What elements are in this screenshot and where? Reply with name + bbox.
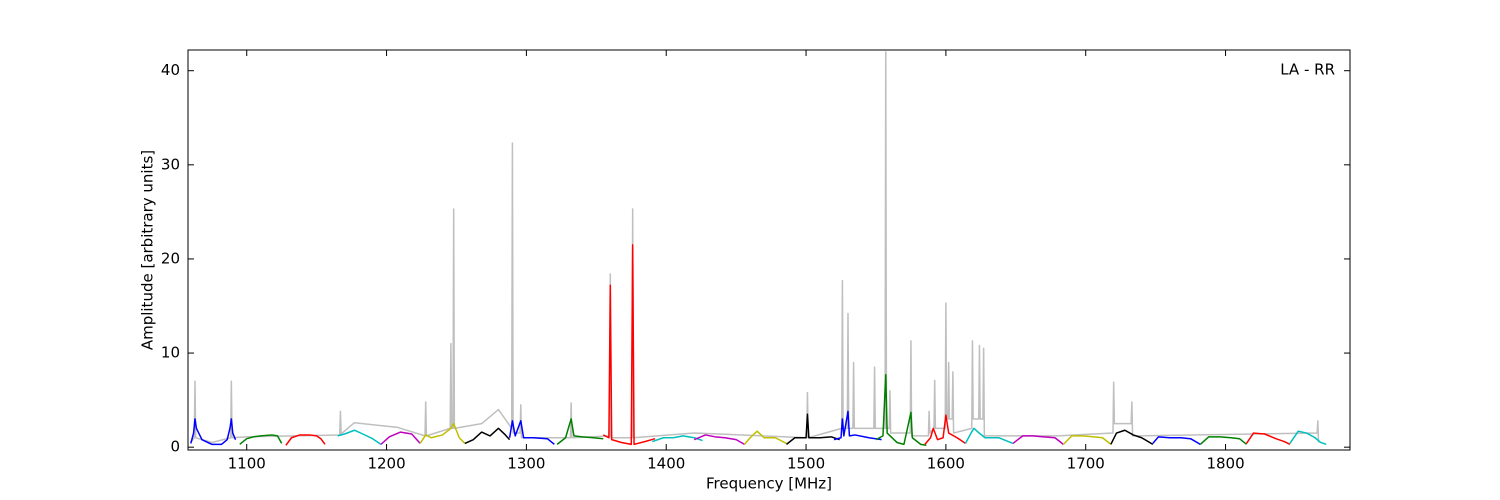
series-line [239, 434, 283, 445]
series-line [833, 410, 882, 441]
series-line [964, 427, 1014, 445]
y-tick-label: 0 [170, 438, 180, 456]
series-line [602, 244, 656, 446]
series-line [1110, 429, 1154, 445]
x-tick-label: 1700 [1067, 455, 1105, 473]
series-line [652, 435, 703, 443]
series-line [1062, 435, 1112, 445]
series-line [380, 431, 421, 445]
y-axis-label: Amplitude [arbitrary units] [139, 150, 157, 350]
series-line [693, 434, 745, 446]
series-line [464, 427, 511, 445]
plot-area [190, 51, 1327, 447]
x-tick-label: 1800 [1206, 455, 1244, 473]
annotation: LA - RR [1280, 61, 1335, 79]
y-tick-label: 10 [161, 344, 180, 362]
series-line [743, 430, 787, 445]
y-tick-label: 40 [161, 61, 180, 79]
series-line [1289, 430, 1327, 446]
series-line [1152, 436, 1201, 445]
x-tick-label: 1500 [787, 455, 825, 473]
y-tick-label: 30 [161, 155, 180, 173]
series-line [508, 420, 555, 445]
x-tick-label: 1100 [228, 455, 266, 473]
series-line [190, 418, 237, 446]
series-line [190, 51, 1320, 444]
y-tick-label: 20 [161, 249, 180, 267]
series-line [1012, 435, 1064, 445]
x-axis-label: Frequency [MHz] [706, 475, 832, 493]
x-tick-label: 1400 [647, 455, 685, 473]
series-line [1245, 432, 1291, 446]
x-tick-label: 1600 [927, 455, 965, 473]
series-line [924, 414, 966, 445]
series-line [875, 373, 927, 447]
series-line [1199, 436, 1247, 445]
series-line [337, 429, 382, 445]
series-line [556, 418, 604, 445]
x-tick-label: 1200 [367, 455, 405, 473]
series-line [786, 413, 840, 445]
x-tick-label: 1300 [507, 455, 545, 473]
series-line [285, 434, 326, 446]
axes-frame [187, 49, 1351, 451]
series-line [419, 422, 466, 444]
